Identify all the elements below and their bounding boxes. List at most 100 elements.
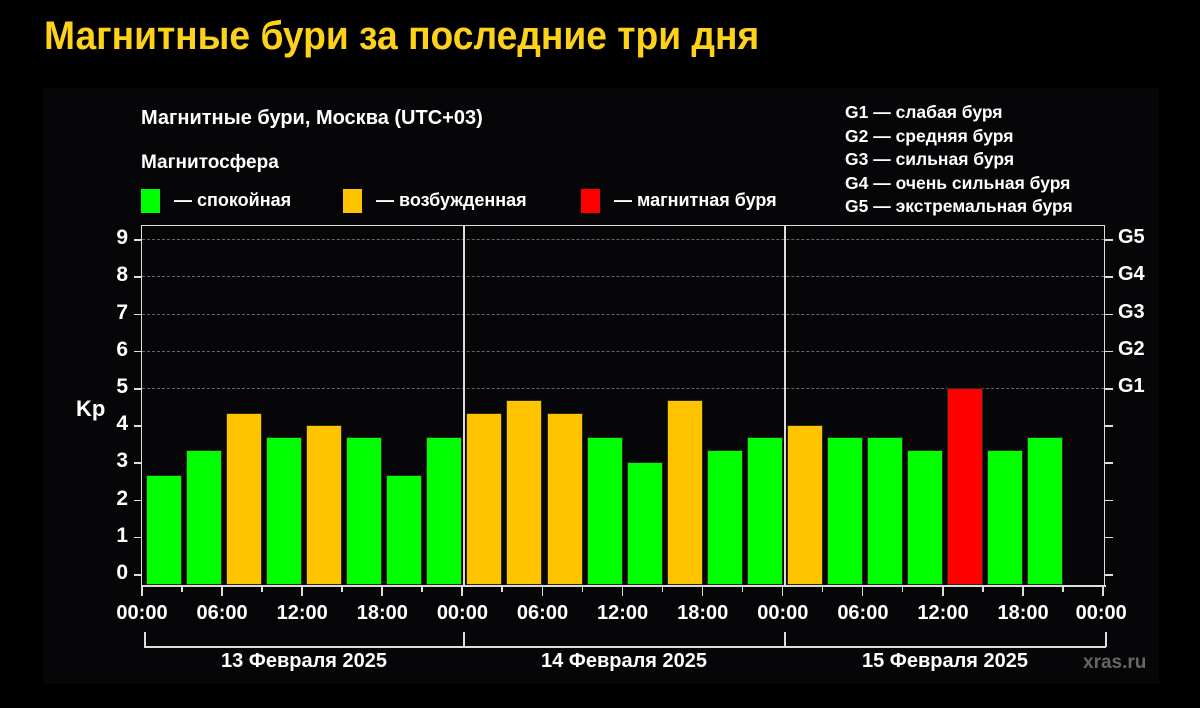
kp-bar	[826, 437, 863, 585]
page-title: Магнитные бури за последние три дня	[44, 14, 760, 58]
x-tick-minor	[982, 586, 984, 592]
x-tick-minor	[341, 586, 343, 592]
x-tick-minor	[901, 586, 904, 592]
right-tick	[1105, 350, 1113, 353]
x-tick-major	[221, 586, 223, 596]
x-tick-minor	[181, 586, 183, 592]
kp-bar	[987, 450, 1024, 585]
day-label-2: 14 Февраля 2025	[540, 650, 708, 672]
gridline	[142, 388, 1104, 389]
y-tick	[134, 536, 141, 539]
right-tick	[1105, 239, 1113, 241]
legend-label: — спокойная	[174, 190, 292, 210]
y-tick-label: 0	[116, 561, 128, 584]
x-tick-major	[381, 586, 383, 596]
kp-bar	[266, 437, 303, 585]
x-tick-label: 12:00	[597, 602, 649, 624]
date-bracket	[144, 646, 1106, 648]
g-tick-label: G4	[1118, 263, 1145, 286]
calm-swatch-icon	[141, 188, 160, 213]
g-tick-label: G3	[1118, 300, 1145, 323]
right-tick	[1105, 536, 1113, 539]
g4-legend: G4 — очень сильная буря	[845, 172, 1071, 193]
storm-swatch-icon	[581, 188, 600, 213]
kp-bar	[666, 400, 703, 585]
x-tick-minor	[581, 586, 584, 592]
gridline	[142, 276, 1104, 278]
x-tick-major	[701, 586, 704, 596]
y-tick-label: 6	[116, 337, 128, 361]
x-tick-minor	[821, 586, 824, 592]
x-tick-minor	[501, 586, 503, 592]
legend-item-excited: — возбужденная	[343, 188, 527, 213]
x-tick-label: 06:00	[837, 602, 889, 624]
y-tick-label: 1	[116, 523, 128, 547]
x-tick-minor	[661, 586, 664, 592]
g-tick-label: G5	[1118, 226, 1145, 249]
date-bracket-tick	[784, 632, 786, 647]
y-tick-label: 9	[116, 226, 128, 250]
x-tick-major	[301, 586, 303, 596]
kp-bar	[506, 400, 543, 585]
magnetosphere-label: Магнитосфера	[141, 152, 279, 173]
kp-bar	[186, 450, 223, 585]
g-tick-label: G1	[1118, 375, 1145, 397]
kp-bar	[466, 412, 503, 585]
kp-bar	[386, 474, 423, 585]
right-tick	[1105, 313, 1113, 316]
plot-area	[141, 225, 1105, 585]
x-tick-minor	[421, 586, 423, 592]
right-tick	[1105, 462, 1113, 464]
g-tick-label: G2	[1118, 337, 1145, 360]
chart-title: Магнитные бури, Москва (UTC+03)	[141, 107, 483, 129]
x-tick-label: 12:00	[276, 602, 328, 624]
g-scale-legend: G1 — слабая буря G2 — средняя буря G3 — …	[845, 101, 1073, 219]
gridline	[142, 350, 1104, 352]
g5-legend: G5 — экстремальная буря	[845, 196, 1073, 216]
kp-bar	[346, 437, 383, 585]
kp-bar	[426, 437, 463, 585]
x-axis	[141, 585, 1106, 587]
gridline	[142, 239, 1104, 241]
y-tick	[134, 313, 141, 316]
kp-bar	[1027, 437, 1064, 585]
legend-label: — возбужденная	[376, 190, 527, 210]
x-tick-minor	[1062, 586, 1064, 592]
kp-bar	[546, 412, 583, 585]
x-tick-label: 00:00	[1075, 602, 1127, 624]
right-tick	[1105, 388, 1113, 390]
y-tick	[134, 239, 141, 241]
day-separator	[463, 225, 465, 585]
kp-bar	[746, 437, 783, 585]
date-bracket-tick	[144, 632, 146, 647]
y-tick-label: 7	[116, 300, 128, 324]
x-tick-major	[621, 586, 624, 596]
x-tick-major	[942, 586, 944, 596]
kp-bar	[947, 388, 983, 585]
day-separator	[784, 225, 786, 585]
y-tick	[134, 425, 141, 427]
kp-bar	[906, 450, 943, 585]
x-tick-label: 18:00	[356, 602, 408, 624]
x-tick-label: 06:00	[516, 602, 569, 624]
y-tick-label: 5	[116, 375, 128, 398]
y-tick	[134, 350, 141, 353]
g3-legend: G3 — сильная буря	[845, 149, 1015, 169]
x-tick-label: 18:00	[677, 602, 729, 624]
watermark: xras.ru	[1083, 652, 1147, 673]
x-tick-major	[141, 586, 143, 596]
x-tick-label: 18:00	[997, 602, 1049, 624]
x-tick-label: 06:00	[196, 602, 248, 624]
x-tick-label: 00:00	[757, 602, 809, 624]
x-tick-major	[541, 586, 543, 596]
gridline	[142, 313, 1104, 315]
legend-label: — магнитная буря	[614, 190, 777, 210]
y-tick-label: 4	[116, 412, 128, 436]
g1-legend: G1 — слабая буря	[845, 102, 1003, 122]
x-tick-major	[461, 586, 463, 596]
kp-bar	[586, 437, 623, 585]
kp-bar	[786, 425, 823, 585]
date-bracket-tick	[1105, 632, 1107, 647]
legend-item-storm: — магнитная буря	[581, 188, 777, 213]
y-tick	[134, 276, 141, 278]
